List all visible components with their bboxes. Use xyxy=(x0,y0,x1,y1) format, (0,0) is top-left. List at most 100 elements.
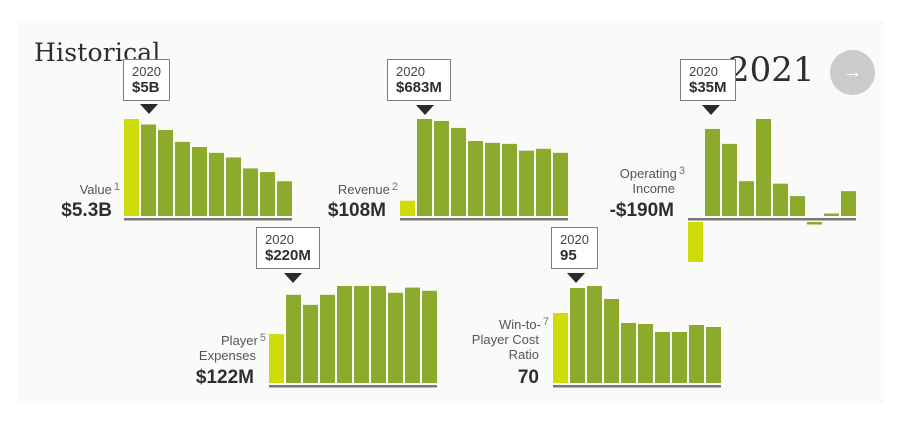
bar-revenue-2018[interactable] xyxy=(451,127,466,216)
bar-revenue-2014[interactable] xyxy=(519,150,534,216)
revenue-tooltip-arrow-icon xyxy=(416,105,434,115)
footnote-7[interactable]: 7 xyxy=(542,316,549,328)
bar-value-2018[interactable] xyxy=(175,141,190,216)
tooltip-year: 2020 xyxy=(560,232,589,247)
player-expenses-label-line1: Player xyxy=(221,333,258,348)
win-ratio-current: 70 xyxy=(517,367,539,388)
value-chart xyxy=(124,119,292,221)
operating-income-tooltip-arrow-icon xyxy=(702,105,720,115)
player-expenses-current: $122M xyxy=(195,367,254,388)
win-ratio-chart xyxy=(553,286,721,388)
bar-win-to-player-cost-ratio-2012[interactable] xyxy=(706,327,721,383)
bar-value-2012[interactable] xyxy=(277,181,292,216)
tooltip-value: $220M xyxy=(265,247,311,264)
bar-value-2016[interactable] xyxy=(209,152,224,216)
bar-revenue-2017[interactable] xyxy=(468,141,483,216)
arrow-right-icon: → xyxy=(842,61,863,83)
tooltip-year: 2020 xyxy=(396,64,425,79)
tooltip-year: 2020 xyxy=(132,64,161,79)
bar-value-2014[interactable] xyxy=(243,168,258,216)
operating-income-label-line1: Operating xyxy=(619,166,677,181)
bar-player-expenses-2018[interactable] xyxy=(320,294,335,383)
tooltip-value: $683M xyxy=(396,79,442,96)
operating-income-label: Operating 3 Income xyxy=(619,165,685,196)
bar-win-to-player-cost-ratio-2017[interactable] xyxy=(621,323,636,383)
baseline-operating-income xyxy=(688,218,856,221)
bar-value-2021[interactable] xyxy=(124,119,139,216)
value-current: $5.3B xyxy=(61,200,112,221)
bar-player-expenses-2019[interactable] xyxy=(303,304,318,383)
bar-win-to-player-cost-ratio-2020[interactable] xyxy=(570,288,585,383)
bar-value-2019[interactable] xyxy=(158,129,173,216)
bar-operating-income-2012[interactable] xyxy=(841,191,856,216)
player-expenses-tooltip: 2020 $220M xyxy=(256,227,320,269)
bar-operating-income-2017[interactable] xyxy=(756,119,771,216)
bar-win-to-player-cost-ratio-2014[interactable] xyxy=(672,332,687,383)
bar-player-expenses-2020[interactable] xyxy=(286,294,301,383)
operating-income-tooltip: 2020 $35M xyxy=(680,59,736,101)
bar-revenue-2013[interactable] xyxy=(536,148,551,216)
bar-player-expenses-2014[interactable] xyxy=(388,292,403,383)
bar-revenue-2012[interactable] xyxy=(553,152,568,216)
bar-win-to-player-cost-ratio-2013[interactable] xyxy=(689,325,704,383)
player-expenses-tooltip-arrow-icon xyxy=(284,273,302,283)
tooltip-value: 95 xyxy=(560,247,577,264)
bar-operating-income-2016[interactable] xyxy=(773,183,788,216)
bar-win-to-player-cost-ratio-2016[interactable] xyxy=(638,324,653,383)
bar-player-expenses-2017[interactable] xyxy=(337,286,352,383)
tooltip-year: 2020 xyxy=(265,232,294,247)
bar-value-2017[interactable] xyxy=(192,147,207,216)
baseline-revenue xyxy=(400,218,568,221)
footnote-2[interactable]: 2 xyxy=(391,181,398,193)
bar-player-expenses-2021[interactable] xyxy=(269,334,284,383)
win-ratio-label-line3: Ratio xyxy=(508,347,539,362)
bar-value-2020[interactable] xyxy=(141,124,156,216)
bar-value-2015[interactable] xyxy=(226,157,241,216)
bar-win-to-player-cost-ratio-2015[interactable] xyxy=(655,332,670,383)
player-expenses-label: Player 5 Expenses xyxy=(198,332,266,363)
value-tooltip-arrow-icon xyxy=(140,104,158,114)
footnote-1[interactable]: 1 xyxy=(113,181,120,193)
bar-value-2013[interactable] xyxy=(260,172,275,216)
bar-operating-income-2015[interactable] xyxy=(790,196,805,216)
win-ratio-tooltip: 2020 95 xyxy=(551,227,598,269)
bar-win-to-player-cost-ratio-2021[interactable] xyxy=(553,313,568,383)
win-ratio-tooltip-arrow-icon xyxy=(567,273,585,283)
baseline-win-to-player-cost-ratio xyxy=(553,385,721,388)
bar-player-expenses-2012[interactable] xyxy=(422,290,437,383)
bar-operating-income-2014[interactable] xyxy=(807,222,822,225)
footnote-3[interactable]: 3 xyxy=(678,165,685,177)
player-expenses-label-line2: Expenses xyxy=(198,348,256,363)
bar-win-to-player-cost-ratio-2018[interactable] xyxy=(604,299,619,383)
bar-revenue-2021[interactable] xyxy=(400,200,415,216)
operating-income-chart xyxy=(688,119,856,262)
baseline-value xyxy=(124,218,292,221)
win-ratio-label-line2: Player Cost xyxy=(471,332,539,347)
bar-player-expenses-2016[interactable] xyxy=(354,286,369,383)
revenue-label: Revenue 2 xyxy=(337,181,398,197)
value-label-text: Value xyxy=(79,182,112,197)
next-year-button[interactable]: → xyxy=(830,50,875,95)
bar-player-expenses-2015[interactable] xyxy=(371,286,386,383)
operating-income-current: -$190M xyxy=(609,200,674,221)
bar-revenue-2019[interactable] xyxy=(434,120,449,216)
bar-operating-income-2021[interactable] xyxy=(688,222,703,262)
bar-operating-income-2018[interactable] xyxy=(739,181,754,216)
player-expenses-chart xyxy=(269,286,437,388)
win-ratio-label-line1: Win-to- xyxy=(498,317,541,332)
bar-win-to-player-cost-ratio-2019[interactable] xyxy=(587,286,602,383)
operating-income-label-line2: Income xyxy=(632,181,675,196)
bar-operating-income-2020[interactable] xyxy=(705,128,720,216)
bar-operating-income-2019[interactable] xyxy=(722,143,737,216)
footnote-5[interactable]: 5 xyxy=(259,332,266,344)
bar-operating-income-2013[interactable] xyxy=(824,213,839,216)
value-label: Value 1 xyxy=(79,181,120,197)
bar-revenue-2015[interactable] xyxy=(502,143,517,216)
win-ratio-label: Win-to- 7 Player Cost Ratio xyxy=(471,316,549,362)
bar-revenue-2020[interactable] xyxy=(417,119,432,216)
bar-revenue-2016[interactable] xyxy=(485,142,500,216)
tooltip-year: 2020 xyxy=(689,64,718,79)
bar-player-expenses-2013[interactable] xyxy=(405,287,420,383)
revenue-label-text: Revenue xyxy=(337,182,390,197)
value-tooltip: 2020 $5B xyxy=(123,59,170,101)
